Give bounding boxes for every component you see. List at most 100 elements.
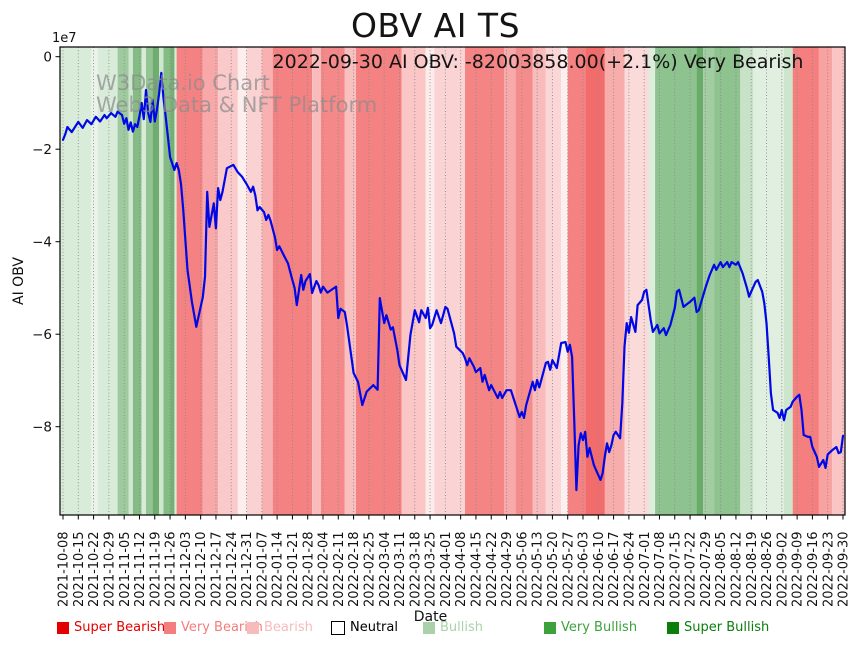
y-axis-label: AI OBV bbox=[11, 257, 27, 305]
sentiment-band-bearish bbox=[604, 47, 625, 515]
x-tick-label: 2022-05-20 bbox=[546, 531, 561, 607]
legend-label: Neutral bbox=[350, 620, 398, 635]
legend: Super Bearish Very Bearish Bearish Neutr… bbox=[0, 620, 851, 642]
x-tick-label: 2022-07-22 bbox=[684, 531, 699, 607]
plot-frame bbox=[59, 46, 846, 516]
sentiment-band-bearish bbox=[202, 47, 219, 515]
x-tick-label: 2022-02-25 bbox=[363, 531, 378, 607]
bullish-swatch-icon bbox=[423, 621, 435, 634]
x-tick-label: 2021-11-12 bbox=[133, 531, 148, 607]
very-bearish-swatch-icon bbox=[164, 621, 176, 634]
legend-item-super-bearish: Super Bearish bbox=[57, 620, 165, 635]
x-tick-label: 2022-04-01 bbox=[439, 531, 454, 607]
sentiment-band-very_bearish bbox=[567, 47, 586, 515]
x-tick-label: 2022-08-19 bbox=[745, 531, 760, 607]
neutral-swatch-icon bbox=[331, 620, 345, 635]
x-tick-label: 2022-07-08 bbox=[653, 531, 668, 607]
x-tick-label: 2021-10-29 bbox=[103, 531, 118, 607]
sentiment-band-bearish bbox=[344, 47, 356, 515]
x-tick-label: 2021-12-31 bbox=[240, 531, 255, 607]
x-tick-label: 2021-12-03 bbox=[179, 531, 194, 607]
y-tick-label: −2 bbox=[32, 142, 52, 158]
x-tick-label: 2022-04-22 bbox=[485, 531, 500, 607]
legend-label: Bullish bbox=[440, 620, 484, 635]
legend-item-super-bullish: Super Bullish bbox=[667, 620, 769, 635]
sentiment-band-bearish bbox=[819, 47, 833, 515]
sentiment-band-very_bullish bbox=[170, 47, 175, 515]
x-tick-label: 2022-09-09 bbox=[791, 531, 806, 607]
sentiment-band-bearish bbox=[504, 47, 516, 515]
x-tick-label: 2022-09-02 bbox=[775, 531, 790, 607]
sentiment-band-bullish bbox=[128, 47, 133, 515]
x-tick-label: 2022-02-18 bbox=[347, 531, 362, 607]
sentiment-band-very_bearish bbox=[355, 47, 402, 515]
sentiment-band-bearish bbox=[624, 47, 649, 515]
x-tick-label: 2022-04-08 bbox=[454, 531, 469, 607]
sentiment-band-bullish bbox=[141, 47, 147, 515]
x-tick-label: 2021-12-17 bbox=[210, 531, 225, 607]
x-tick-label: 2022-07-01 bbox=[638, 531, 653, 607]
sentiment-band-very_bullish bbox=[146, 47, 153, 515]
sentiment-band-super_bullish bbox=[696, 47, 704, 515]
y-tick-label: −8 bbox=[32, 420, 52, 436]
sentiment-band-bullish bbox=[159, 47, 164, 515]
sentiment-band-bullish bbox=[174, 47, 177, 515]
sentiment-band-bearish bbox=[246, 47, 262, 515]
x-tick-label: 2021-11-26 bbox=[164, 531, 179, 607]
x-tick-label: 2022-05-06 bbox=[515, 531, 530, 607]
sentiment-band-bullish bbox=[60, 47, 92, 515]
x-tick-label: 2022-01-14 bbox=[271, 531, 286, 607]
x-tick-label: 2021-12-10 bbox=[194, 531, 209, 607]
x-tick-label: 2022-08-05 bbox=[714, 531, 729, 607]
sentiment-band-bearish bbox=[434, 47, 465, 515]
sentiment-band-bearish bbox=[532, 47, 546, 515]
x-tick-label: 2022-06-10 bbox=[592, 531, 607, 607]
x-tick-label: 2022-06-24 bbox=[623, 531, 638, 607]
x-tick-label: 2022-07-15 bbox=[668, 531, 683, 607]
y-tick-label: −6 bbox=[32, 327, 52, 343]
x-tick-label: 2022-05-27 bbox=[561, 531, 576, 607]
y-tick-label: 0 bbox=[43, 50, 52, 66]
x-tick-label: 2022-01-21 bbox=[286, 531, 301, 607]
y-tick-label: −4 bbox=[32, 235, 52, 251]
sentiment-band-neutral bbox=[237, 47, 247, 515]
sentiment-band-very_bullish bbox=[132, 47, 142, 515]
x-tick-label: 2021-10-22 bbox=[87, 531, 102, 607]
x-tick-label: 2022-04-29 bbox=[500, 531, 515, 607]
sentiment-band-very_bearish bbox=[515, 47, 533, 515]
x-tick-label: 2022-07-29 bbox=[699, 531, 714, 607]
bearish-swatch-icon bbox=[247, 621, 259, 634]
legend-label: Very Bullish bbox=[561, 620, 638, 635]
x-axis-label: Date bbox=[413, 609, 448, 625]
sentiment-band-bullish bbox=[648, 47, 656, 515]
sentiment-band-very_bearish bbox=[465, 47, 505, 515]
x-tick-label: 2022-03-25 bbox=[424, 531, 439, 607]
x-tick-label: 2022-03-18 bbox=[408, 531, 423, 607]
x-tick-label: 2022-06-17 bbox=[607, 531, 622, 607]
x-tick-label: 2022-03-11 bbox=[393, 531, 408, 607]
chart-title: OBV AI TS bbox=[350, 6, 521, 45]
chart-subtitle-annotation: 2022-09-30 AI OBV: -82003858.00(+2.1%) V… bbox=[272, 51, 804, 73]
x-tick-label: 2022-05-13 bbox=[531, 531, 546, 607]
watermark-line2: Web3 Data & NFT Platform bbox=[96, 93, 378, 117]
legend-label: Super Bearish bbox=[74, 620, 166, 635]
x-tick-label: 2022-02-04 bbox=[317, 531, 332, 607]
legend-item-bearish: Bearish bbox=[247, 620, 313, 635]
sentiment-band-bearish bbox=[401, 47, 426, 515]
sentiment-band-super_bullish bbox=[152, 47, 160, 515]
x-tick-label: 2022-01-28 bbox=[301, 531, 316, 607]
legend-item-very-bullish: Very Bullish bbox=[544, 620, 637, 635]
sentiment-band-very_bearish bbox=[320, 47, 345, 515]
x-tick-label: 2022-09-16 bbox=[806, 531, 821, 607]
x-tick-label: 2021-12-24 bbox=[225, 531, 240, 607]
sentiment-band-bearish bbox=[832, 47, 845, 515]
x-tick-label: 2022-08-12 bbox=[730, 531, 745, 607]
super-bearish-swatch-icon bbox=[57, 621, 69, 634]
obv-line bbox=[61, 71, 845, 492]
x-tick-label: 2022-02-11 bbox=[332, 531, 347, 607]
super-bullish-swatch-icon bbox=[667, 621, 679, 634]
legend-item-neutral: Neutral bbox=[331, 620, 398, 635]
sentiment-band-bearish bbox=[545, 47, 562, 515]
